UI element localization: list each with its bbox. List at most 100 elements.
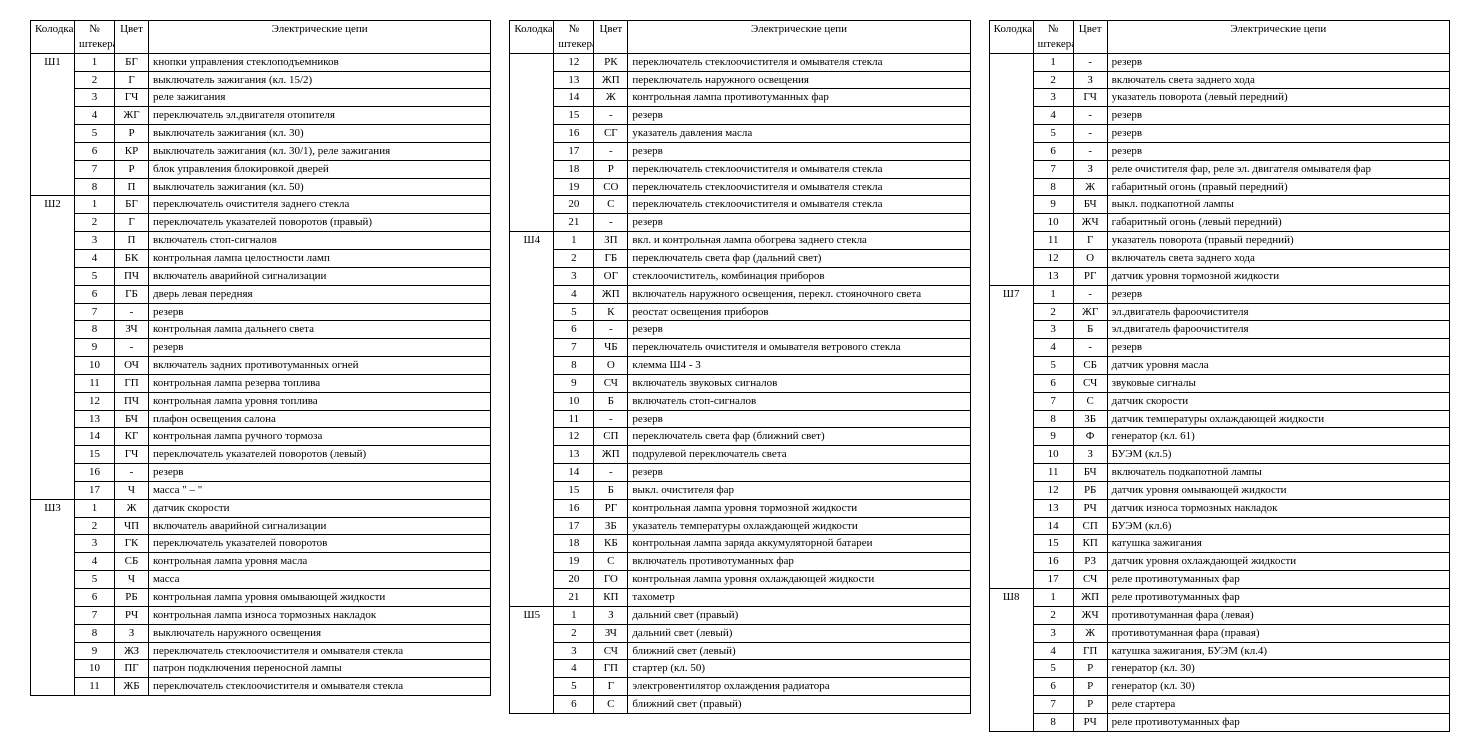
cell-desc: эл.двигатель фароочистителя [1107, 321, 1449, 339]
cell-desc: переключатель стеклоочистителя и омывате… [628, 178, 970, 196]
table-row: 1-резерв [989, 53, 1449, 71]
cell-pin: 4 [554, 660, 594, 678]
cell-pin: 20 [554, 196, 594, 214]
cell-pin: 19 [554, 178, 594, 196]
cell-color: ГП [115, 374, 149, 392]
cell-pin: 5 [1033, 357, 1073, 375]
cell-desc: блок управления блокировкой дверей [149, 160, 491, 178]
cell-desc: включатель аварийной сигнализации [149, 267, 491, 285]
cell-color: - [594, 410, 628, 428]
cell-desc: реле противотуманных фар [1107, 589, 1449, 607]
cell-color: КР [115, 142, 149, 160]
table-row: 10ПГпатрон подключения переносной лампы [31, 660, 491, 678]
table-row: 5Рвыключатель зажигания (кл. 30) [31, 125, 491, 143]
cell-desc: датчик уровня масла [1107, 357, 1449, 375]
table-row: 6-резерв [510, 321, 970, 339]
cell-color: - [594, 107, 628, 125]
cell-pin: 9 [75, 339, 115, 357]
cell-color: - [594, 464, 628, 482]
table-row: 9ЖЗпереключатель стеклоочистителя и омыв… [31, 642, 491, 660]
cell-color: Р [115, 160, 149, 178]
table-row: 3Пвключатель стоп-сигналов [31, 232, 491, 250]
table-row: Ш71-резерв [989, 285, 1449, 303]
cell-color: ЖЧ [1073, 214, 1107, 232]
table-row: 17ЗБуказатель температуры охлаждающей жи… [510, 517, 970, 535]
th-pin: № штекера [554, 21, 594, 54]
cell-desc: реле противотуманных фар [1107, 571, 1449, 589]
cell-pin: 17 [75, 481, 115, 499]
cell-desc: выключатель наружного освещения [149, 624, 491, 642]
table-header: Колодка № штекера Цвет Электрические цеп… [510, 21, 970, 54]
cell-color: ГЧ [115, 446, 149, 464]
cell-color: КП [1073, 535, 1107, 553]
table-row: 5-резерв [989, 125, 1449, 143]
cell-block [989, 53, 1033, 285]
table-row: 3ГЧуказатель поворота (левый передний) [989, 89, 1449, 107]
cell-color: Ж [115, 499, 149, 517]
table-row: 19Свключатель противотуманных фар [510, 553, 970, 571]
cell-desc: переключатель эл.двигателя отопителя [149, 107, 491, 125]
cell-desc: контрольная лампа дальнего света [149, 321, 491, 339]
cell-desc: стеклоочиститель, комбинация приборов [628, 267, 970, 285]
cell-color: - [1073, 107, 1107, 125]
cell-desc: реле очистителя фар, реле эл. двигателя … [1107, 160, 1449, 178]
th-block: Колодка [510, 21, 554, 54]
cell-desc: резерв [149, 464, 491, 482]
table-row: 14Жконтрольная лампа противотуманных фар [510, 89, 970, 107]
cell-pin: 6 [1033, 678, 1073, 696]
cell-desc: указатель температуры охлаждающей жидкос… [628, 517, 970, 535]
table-row: 6Ргенератор (кл. 30) [989, 678, 1449, 696]
cell-desc: выкл. очистителя фар [628, 481, 970, 499]
cell-desc: контрольная лампа ручного тормоза [149, 428, 491, 446]
cell-pin: 14 [75, 428, 115, 446]
cell-desc: контрольная лампа уровня охлаждающей жид… [628, 571, 970, 589]
cell-desc: включатель света заднего хода [1107, 249, 1449, 267]
cell-desc: ближний свет (левый) [628, 642, 970, 660]
cell-pin: 8 [75, 178, 115, 196]
cell-desc: габаритный огонь (правый передний) [1107, 178, 1449, 196]
cell-pin: 17 [1033, 571, 1073, 589]
cell-desc: включатель стоп-сигналов [628, 392, 970, 410]
cell-pin: 13 [1033, 499, 1073, 517]
cell-pin: 19 [554, 553, 594, 571]
cell-desc: датчик скорости [149, 499, 491, 517]
cell-desc: контрольная лампа уровня тормозной жидко… [628, 499, 970, 517]
cell-color: Р [1073, 678, 1107, 696]
cell-desc: генератор (кл. 30) [1107, 660, 1449, 678]
cell-desc: плафон освещения салона [149, 410, 491, 428]
table-row: 7-резерв [31, 303, 491, 321]
cell-color: ЗП [594, 232, 628, 250]
table-row: 19СОпереключатель стеклоочистителя и омы… [510, 178, 970, 196]
cell-color: - [1073, 339, 1107, 357]
th-block: Колодка [31, 21, 75, 54]
cell-pin: 4 [75, 107, 115, 125]
table-row: Ш51Здальний свет (правый) [510, 606, 970, 624]
cell-pin: 6 [1033, 374, 1073, 392]
cell-desc: переключатель света фар (ближний свет) [628, 428, 970, 446]
table-row: 13ЖПподрулевой переключатель света [510, 446, 970, 464]
cell-pin: 5 [75, 267, 115, 285]
cell-color: - [1073, 125, 1107, 143]
cell-desc: эл.двигатель фароочистителя [1107, 303, 1449, 321]
table-row: 2ЖЧпротивотуманная фара (левая) [989, 606, 1449, 624]
table-row: 12РКпереключатель стеклоочистителя и омы… [510, 53, 970, 71]
table-row: 20Спереключатель стеклоочистителя и омыв… [510, 196, 970, 214]
cell-pin: 2 [1033, 606, 1073, 624]
cell-pin: 3 [554, 642, 594, 660]
cell-desc: включатель подкапотной лампы [1107, 464, 1449, 482]
cell-desc: электровентилятор охлаждения радиатора [628, 678, 970, 696]
cell-pin: 10 [1033, 446, 1073, 464]
cell-desc: включатель наружного освещения, перекл. … [628, 285, 970, 303]
cell-color: ЗБ [1073, 410, 1107, 428]
cell-color: С [594, 553, 628, 571]
cell-desc: переключатель указателей поворотов [149, 535, 491, 553]
cell-block: Ш7 [989, 285, 1033, 588]
table-row: 8РЧреле противотуманных фар [989, 713, 1449, 731]
cell-desc: вкл. и контрольная лампа обогрева заднег… [628, 232, 970, 250]
table-row: Ш21БГпереключатель очистителя заднего ст… [31, 196, 491, 214]
table-row: 4ГПкатушка зажигания, БУЭМ (кл.4) [989, 642, 1449, 660]
table-row: 2ЧПвключатель аварийной сигнализации [31, 517, 491, 535]
table-row: 14КГконтрольная лампа ручного тормоза [31, 428, 491, 446]
cell-desc: включатель стоп-сигналов [149, 232, 491, 250]
table-row: 5СБдатчик уровня масла [989, 357, 1449, 375]
